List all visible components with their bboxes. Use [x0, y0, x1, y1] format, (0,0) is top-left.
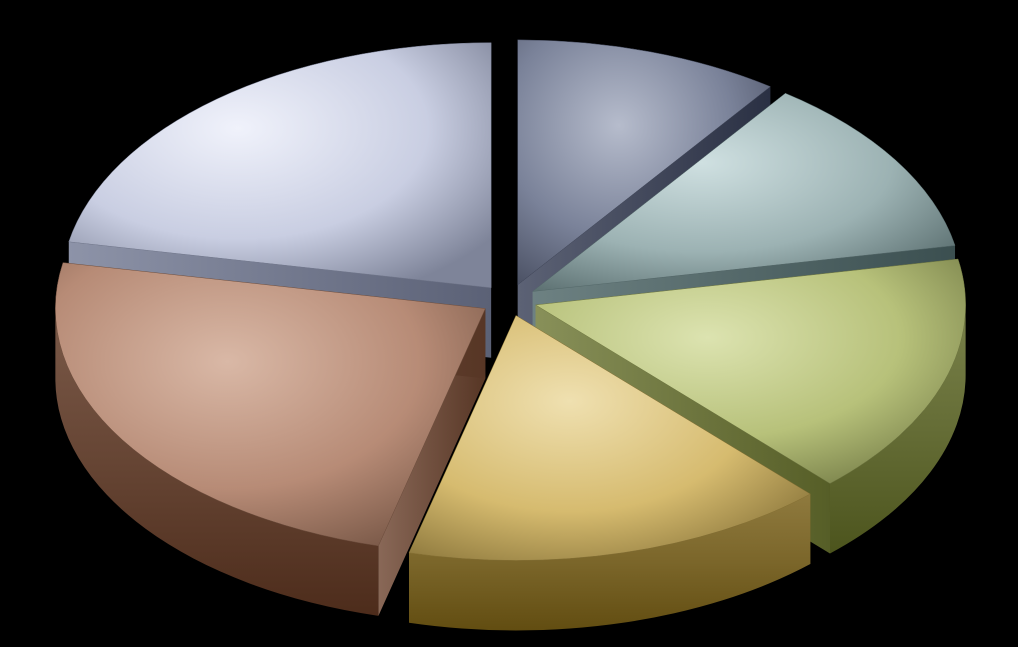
- pie-chart-3d: [0, 0, 1018, 647]
